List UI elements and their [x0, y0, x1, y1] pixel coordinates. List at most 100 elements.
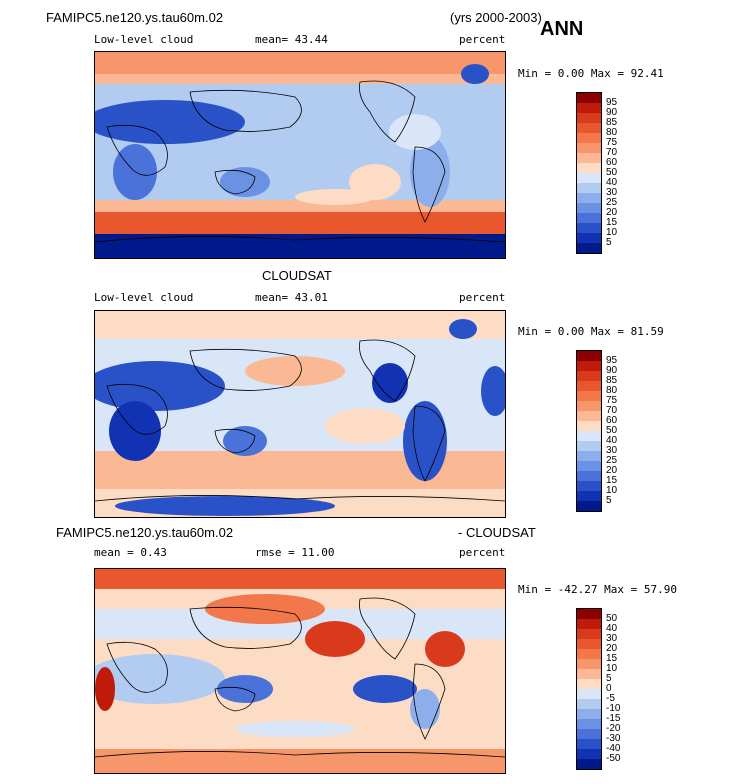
cbar3-label: -50 — [606, 753, 621, 764]
cbar2-label: 75 — [606, 395, 618, 406]
cbar3-label: 20 — [606, 643, 618, 654]
cbar3-label: -15 — [606, 713, 621, 724]
cbar3-swatch — [577, 649, 601, 659]
panel3-mean: mean = 0.43 — [94, 546, 167, 559]
cbar1-label: 20 — [606, 207, 618, 218]
cbar3-swatch — [577, 639, 601, 649]
cbar2-label: 20 — [606, 465, 618, 476]
cbar1-swatch — [577, 223, 601, 233]
panel3-rmse: rmse = 11.00 — [255, 546, 335, 559]
cbar2-label: 15 — [606, 475, 618, 486]
panel1-mean: mean= 43.44 — [255, 33, 328, 46]
cbar2-swatch — [577, 451, 601, 461]
cbar1-label: 30 — [606, 187, 618, 198]
panel3-units: percent — [459, 546, 506, 559]
cbar3-swatch — [577, 699, 601, 709]
cbar2-swatch — [577, 441, 601, 451]
panel3-minmax: Min = -42.27 Max = 57.90 — [518, 583, 677, 596]
panel2-units: percent — [459, 291, 506, 304]
cbar2-label: 40 — [606, 435, 618, 446]
cbar3-label: -40 — [606, 743, 621, 754]
cbar3-swatch — [577, 659, 601, 669]
cbar2-label: 10 — [606, 485, 618, 496]
cbar3-label: -5 — [606, 693, 615, 704]
cbar2-swatch — [577, 481, 601, 491]
cbar3-label: 10 — [606, 663, 618, 674]
cbar3-swatch — [577, 609, 601, 619]
cbar3-label: -20 — [606, 723, 621, 734]
cbar3-swatch — [577, 679, 601, 689]
cbar1-swatch — [577, 173, 601, 183]
cbar2-label: 80 — [606, 385, 618, 396]
cbar3-label: -10 — [606, 703, 621, 714]
cbar1-label: 50 — [606, 167, 618, 178]
panel3-colorbar — [576, 608, 602, 770]
cbar1-label: 15 — [606, 217, 618, 228]
cbar1-label: 10 — [606, 227, 618, 238]
cbar1-label: 80 — [606, 127, 618, 138]
cbar2-swatch — [577, 381, 601, 391]
cbar2-label: 95 — [606, 355, 618, 366]
cbar1-label: 75 — [606, 137, 618, 148]
cbar2-swatch — [577, 461, 601, 471]
cbar2-swatch — [577, 501, 601, 511]
panel1-variable: Low-level cloud — [94, 33, 194, 46]
cbar2-swatch — [577, 471, 601, 481]
cbar1-label: 70 — [606, 147, 618, 158]
cbar2-label: 50 — [606, 425, 618, 436]
cbar2-swatch — [577, 391, 601, 401]
panel1-units: percent — [459, 33, 506, 46]
cbar3-label: 30 — [606, 633, 618, 644]
cbar2-label: 25 — [606, 455, 618, 466]
panel3-title-left: FAMIPC5.ne120.ys.tau60m.02 — [56, 525, 234, 540]
cbar1-swatch — [577, 103, 601, 113]
cbar1-label: 25 — [606, 197, 618, 208]
cbar1-label: 60 — [606, 157, 618, 168]
season-label: ANN — [540, 18, 584, 40]
cbar3-swatch — [577, 739, 601, 749]
cbar2-label: 90 — [606, 365, 618, 376]
panel1-map — [94, 51, 506, 259]
cbar3-swatch — [577, 689, 601, 699]
panel2-title: CLOUDSAT — [262, 268, 332, 283]
panel3-map-graphic — [95, 569, 505, 773]
cbar1-swatch — [577, 143, 601, 153]
cbar1-swatch — [577, 123, 601, 133]
panel3-map — [94, 568, 506, 774]
cbar3-swatch — [577, 719, 601, 729]
cbar2-swatch — [577, 361, 601, 371]
cbar1-swatch — [577, 213, 601, 223]
cbar3-label: 40 — [606, 623, 618, 634]
cbar2-swatch — [577, 491, 601, 501]
cbar3-swatch — [577, 709, 601, 719]
cbar3-label: 50 — [606, 613, 618, 624]
panel2-minmax: Min = 0.00 Max = 81.59 — [518, 325, 664, 338]
panel2-map-graphic — [95, 311, 505, 517]
cbar2-label: 30 — [606, 445, 618, 456]
cbar1-swatch — [577, 193, 601, 203]
panel2-mean: mean= 43.01 — [255, 291, 328, 304]
cbar1-swatch — [577, 243, 601, 253]
cbar1-swatch — [577, 203, 601, 213]
cbar2-label: 5 — [606, 495, 612, 506]
cbar2-swatch — [577, 371, 601, 381]
cbar2-swatch — [577, 431, 601, 441]
cbar2-swatch — [577, 401, 601, 411]
cbar3-swatch — [577, 669, 601, 679]
cbar2-swatch — [577, 411, 601, 421]
case-title: FAMIPC5.ne120.ys.tau60m.02 — [46, 10, 224, 25]
cbar3-label: -30 — [606, 733, 621, 744]
panel2-variable: Low-level cloud — [94, 291, 194, 304]
cbar1-swatch — [577, 153, 601, 163]
panel1-minmax: Min = 0.00 Max = 92.41 — [518, 67, 664, 80]
cbar3-swatch — [577, 759, 601, 769]
cbar2-label: 85 — [606, 375, 618, 386]
cbar3-swatch — [577, 629, 601, 639]
cbar3-swatch — [577, 729, 601, 739]
panel1-map-graphic — [95, 52, 505, 258]
cbar1-label: 5 — [606, 237, 612, 248]
panel1-colorbar — [576, 92, 602, 254]
cbar1-swatch — [577, 113, 601, 123]
cbar2-label: 60 — [606, 415, 618, 426]
cbar2-swatch — [577, 421, 601, 431]
